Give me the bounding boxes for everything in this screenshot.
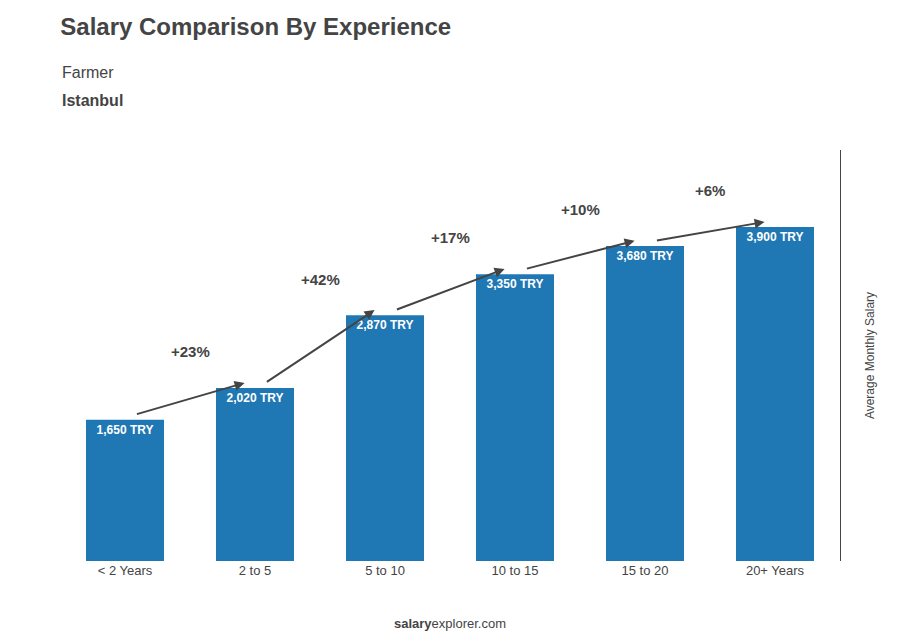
svg-text:+42%: +42% — [301, 271, 340, 288]
svg-text:2,870 TRY: 2,870 TRY — [357, 318, 414, 332]
svg-text:+23%: +23% — [171, 343, 210, 360]
svg-text:10 to 15: 10 to 15 — [492, 563, 539, 578]
svg-text:+17%: +17% — [431, 229, 470, 246]
svg-text:< 2 Years: < 2 Years — [98, 563, 153, 578]
svg-text:5 to 10: 5 to 10 — [365, 563, 405, 578]
svg-text:2,020 TRY: 2,020 TRY — [227, 391, 284, 405]
svg-text:15 to 20: 15 to 20 — [622, 563, 669, 578]
svg-text:salaryexplorer.com: salaryexplorer.com — [394, 616, 506, 631]
svg-text:Average Monthly Salary: Average Monthly Salary — [863, 292, 877, 419]
svg-text:3,680 TRY: 3,680 TRY — [617, 249, 674, 263]
svg-text:20+ Years: 20+ Years — [746, 563, 805, 578]
svg-text:Salary Comparison By Experienc: Salary Comparison By Experience — [60, 13, 451, 40]
svg-text:Istanbul: Istanbul — [62, 92, 123, 109]
svg-text:3,900 TRY: 3,900 TRY — [747, 230, 804, 244]
svg-text:3,350 TRY: 3,350 TRY — [487, 277, 544, 291]
svg-text:Farmer: Farmer — [62, 64, 114, 81]
svg-text:2 to 5: 2 to 5 — [239, 563, 272, 578]
svg-text:1,650 TRY: 1,650 TRY — [97, 423, 154, 437]
svg-text:+6%: +6% — [695, 182, 725, 199]
svg-text:+10%: +10% — [561, 201, 600, 218]
